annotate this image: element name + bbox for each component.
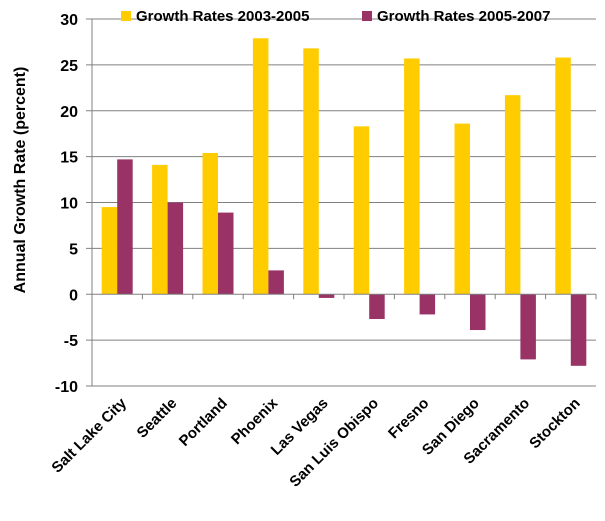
- bar-series1: [454, 123, 470, 295]
- legend: Growth Rates 2003-2005 Growth Rates 2005-…: [121, 8, 550, 25]
- bar-series2: [167, 202, 184, 295]
- bar-series2: [117, 159, 133, 295]
- x-category-label: Salt Lake City: [48, 394, 130, 476]
- axis-layer: [86, 18, 597, 387]
- y-tick-label: 5: [69, 241, 78, 258]
- bar-series2: [419, 294, 436, 315]
- bar-series1: [504, 95, 521, 295]
- bar-series1: [252, 38, 269, 295]
- y-tick-label: 30: [60, 12, 78, 29]
- bar-series1: [152, 164, 168, 295]
- x-category-label: San Luis Obispo: [286, 395, 382, 491]
- y-tick-label: 25: [60, 58, 78, 75]
- y-tick-label: 10: [60, 196, 78, 213]
- bar-series1: [303, 48, 319, 295]
- legend-swatch: [121, 11, 131, 21]
- bar-series1: [353, 126, 370, 295]
- bar-series2: [268, 270, 284, 295]
- legend-swatch: [362, 11, 372, 21]
- bar-series1: [555, 57, 571, 295]
- x-category-label: Seattle: [134, 395, 181, 442]
- y-tick-label: -5: [64, 333, 78, 350]
- bar-series1: [202, 152, 218, 295]
- x-category-labels: Salt Lake City SeattlePortlandPhoenixLas …: [48, 394, 583, 490]
- y-tick-label: 20: [60, 104, 78, 121]
- bar-series1: [101, 207, 118, 295]
- bar-series2: [318, 294, 335, 298]
- y-tick-labels: 30 25 20 15 10 5 0 -5 -10: [55, 12, 78, 396]
- x-category-label: Portland: [176, 395, 231, 450]
- bar-series2: [369, 294, 385, 320]
- x-category-label: Stockton: [526, 395, 583, 452]
- y-tick-label: 15: [60, 150, 78, 167]
- bar-series2: [470, 294, 486, 331]
- bar-series2: [218, 212, 234, 295]
- legend-label: Growth Rates 2005-2007: [377, 8, 550, 25]
- bar-series2: [520, 294, 536, 360]
- x-category-label: Fresno: [385, 395, 432, 442]
- legend-label: Growth Rates 2003-2005: [136, 8, 309, 25]
- bar-series2: [570, 294, 587, 366]
- bar-series1: [404, 58, 420, 295]
- y-tick-label: 0: [69, 287, 78, 304]
- bars-layer: [101, 38, 587, 366]
- y-axis-title: Annual Growth Rate (percent): [12, 67, 29, 294]
- y-tick-label: -10: [55, 379, 78, 396]
